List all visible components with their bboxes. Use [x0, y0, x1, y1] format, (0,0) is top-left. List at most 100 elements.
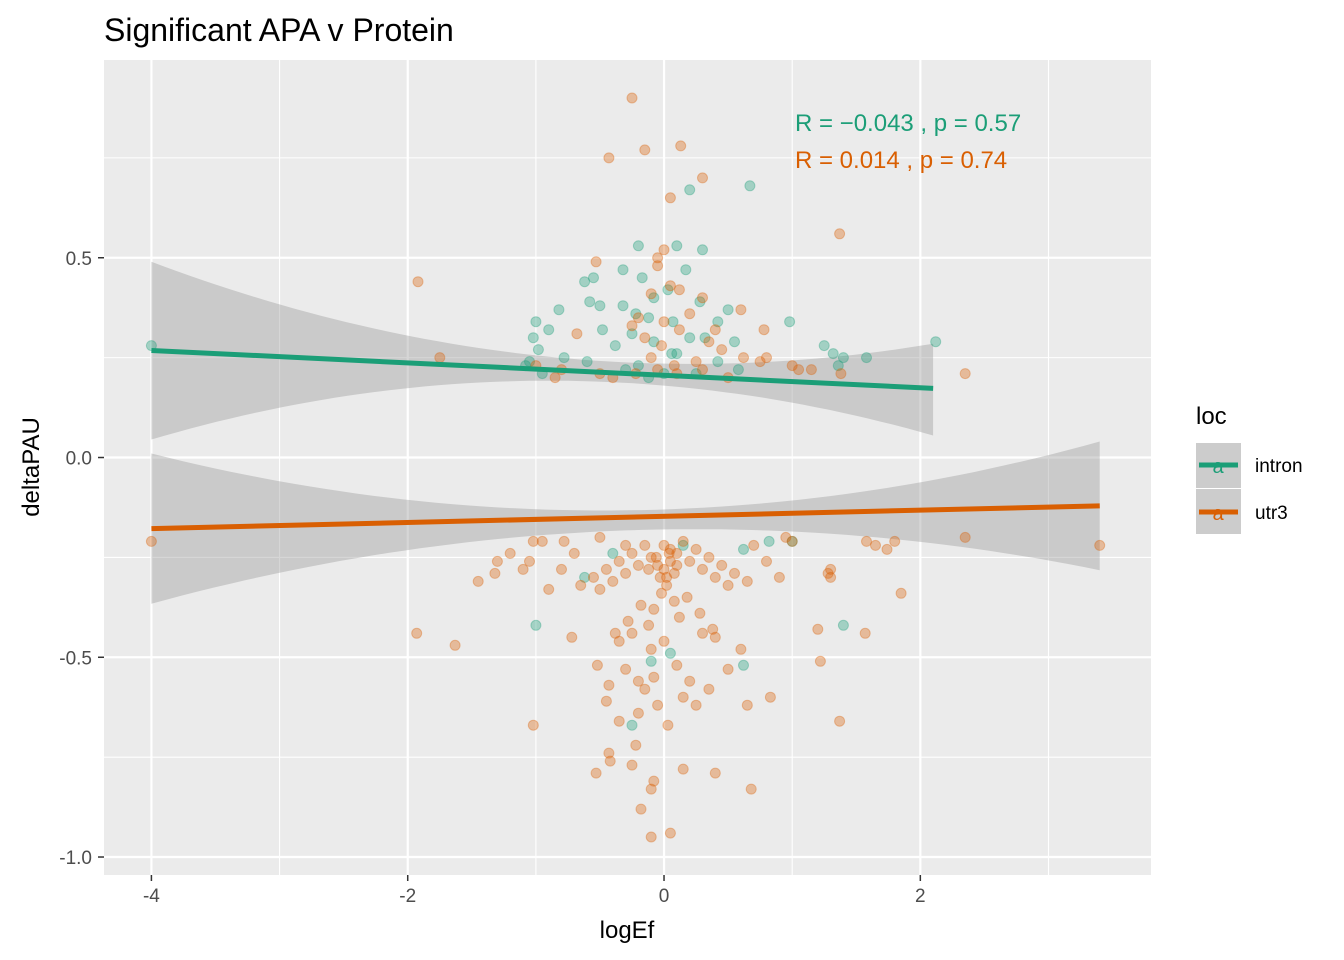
point-intron — [832, 360, 844, 372]
point-intron — [666, 348, 678, 360]
point-intron — [597, 324, 608, 336]
ci-ribbon-utr3 — [151, 441, 1100, 604]
point-utr3 — [643, 563, 655, 575]
point-utr3 — [607, 575, 619, 587]
correlation-annotations: R = −0.043 , p = 0.57 R = 0.014 , p = 0.… — [795, 110, 1021, 174]
point-utr3 — [694, 607, 706, 619]
point-utr3 — [663, 547, 675, 559]
regression-lines — [151, 347, 1100, 532]
point-intron — [530, 316, 542, 328]
point-utr3 — [434, 352, 446, 364]
point-utr3 — [690, 356, 702, 368]
point-utr3 — [758, 324, 770, 336]
point-utr3 — [658, 539, 670, 551]
regression-line-intron — [151, 347, 934, 391]
point-utr3 — [571, 328, 583, 340]
point-utr3 — [812, 623, 824, 635]
y-axis-ticks: -1.0 -0.5 0.0 0.5 — [59, 249, 104, 869]
point-utr3 — [652, 559, 664, 571]
point-intron — [827, 348, 839, 360]
point-utr3 — [639, 683, 651, 695]
confidence-ribbons — [151, 261, 1100, 604]
point-utr3 — [697, 563, 708, 575]
point-utr3 — [632, 559, 644, 571]
point-utr3 — [834, 228, 846, 240]
point-intron — [684, 184, 696, 196]
y-axis-title: deltaPAU — [18, 417, 45, 517]
y-tick-label: 0.0 — [66, 449, 92, 470]
point-utr3 — [489, 567, 501, 579]
point-utr3 — [709, 631, 721, 643]
point-utr3 — [652, 699, 664, 711]
point-utr3 — [748, 539, 760, 551]
legend-label-utr3: utr3 — [1255, 503, 1288, 524]
point-utr3 — [677, 535, 689, 547]
point-utr3 — [673, 324, 685, 336]
point-utr3 — [834, 715, 846, 727]
point-utr3 — [690, 543, 702, 555]
point-utr3 — [684, 308, 696, 320]
point-utr3 — [793, 364, 805, 376]
point-utr3 — [648, 775, 660, 787]
legend-glyph-intron: a — [1212, 456, 1224, 478]
point-utr3 — [668, 595, 680, 607]
point-utr3 — [697, 627, 708, 639]
point-utr3 — [671, 559, 683, 571]
point-utr3 — [620, 663, 632, 675]
point-intron — [543, 324, 555, 336]
point-utr3 — [658, 635, 670, 647]
x-axis-title: logEf — [600, 917, 655, 944]
point-intron — [667, 316, 679, 328]
point-utr3 — [626, 92, 638, 104]
point-intron — [684, 332, 696, 344]
point-utr3 — [620, 567, 632, 579]
point-utr3 — [658, 316, 670, 328]
point-utr3 — [716, 344, 728, 356]
point-intron — [617, 264, 629, 276]
x-tick-label: -2 — [399, 886, 416, 907]
legend-item-utr3: a utr3 — [1196, 489, 1288, 534]
major-gridlines — [104, 60, 1151, 875]
legend: loc a intron a utr3 — [1196, 403, 1303, 534]
point-utr3 — [575, 579, 587, 591]
point-utr3 — [639, 539, 651, 551]
point-utr3 — [684, 675, 696, 687]
point-intron — [588, 272, 599, 284]
annotation-utr3: R = 0.014 , p = 0.74 — [795, 147, 1007, 174]
point-intron — [626, 328, 638, 340]
ci-ribbon-intron — [151, 261, 934, 440]
point-utr3 — [449, 639, 461, 651]
x-axis-ticks: -4 -2 0 2 — [143, 875, 926, 907]
point-intron — [607, 547, 619, 559]
point-utr3 — [556, 563, 567, 575]
point-utr3 — [671, 547, 683, 559]
point-utr3 — [639, 332, 651, 344]
point-utr3 — [870, 539, 881, 551]
point-intron — [861, 352, 872, 364]
point-utr3 — [588, 571, 599, 583]
point-utr3 — [648, 603, 660, 615]
point-utr3 — [735, 304, 747, 316]
point-utr3 — [632, 312, 644, 324]
point-intron — [648, 336, 660, 348]
point-intron — [626, 719, 638, 731]
point-utr3 — [780, 531, 792, 543]
point-utr3 — [650, 551, 662, 563]
point-utr3 — [959, 531, 971, 543]
point-utr3 — [645, 643, 657, 655]
point-utr3 — [517, 563, 529, 575]
point-intron — [680, 264, 692, 276]
legend-title: loc — [1196, 403, 1227, 430]
point-utr3 — [729, 567, 740, 579]
x-tick-label: -4 — [143, 886, 160, 907]
point-intron — [738, 543, 749, 555]
point-utr3 — [722, 663, 734, 675]
point-utr3 — [677, 763, 689, 775]
y-tick-label: -0.5 — [59, 648, 92, 669]
point-intron — [763, 535, 775, 547]
point-utr3 — [668, 360, 680, 372]
point-utr3 — [671, 659, 683, 671]
point-utr3 — [594, 531, 606, 543]
point-utr3 — [668, 567, 680, 579]
point-intron — [694, 296, 706, 308]
